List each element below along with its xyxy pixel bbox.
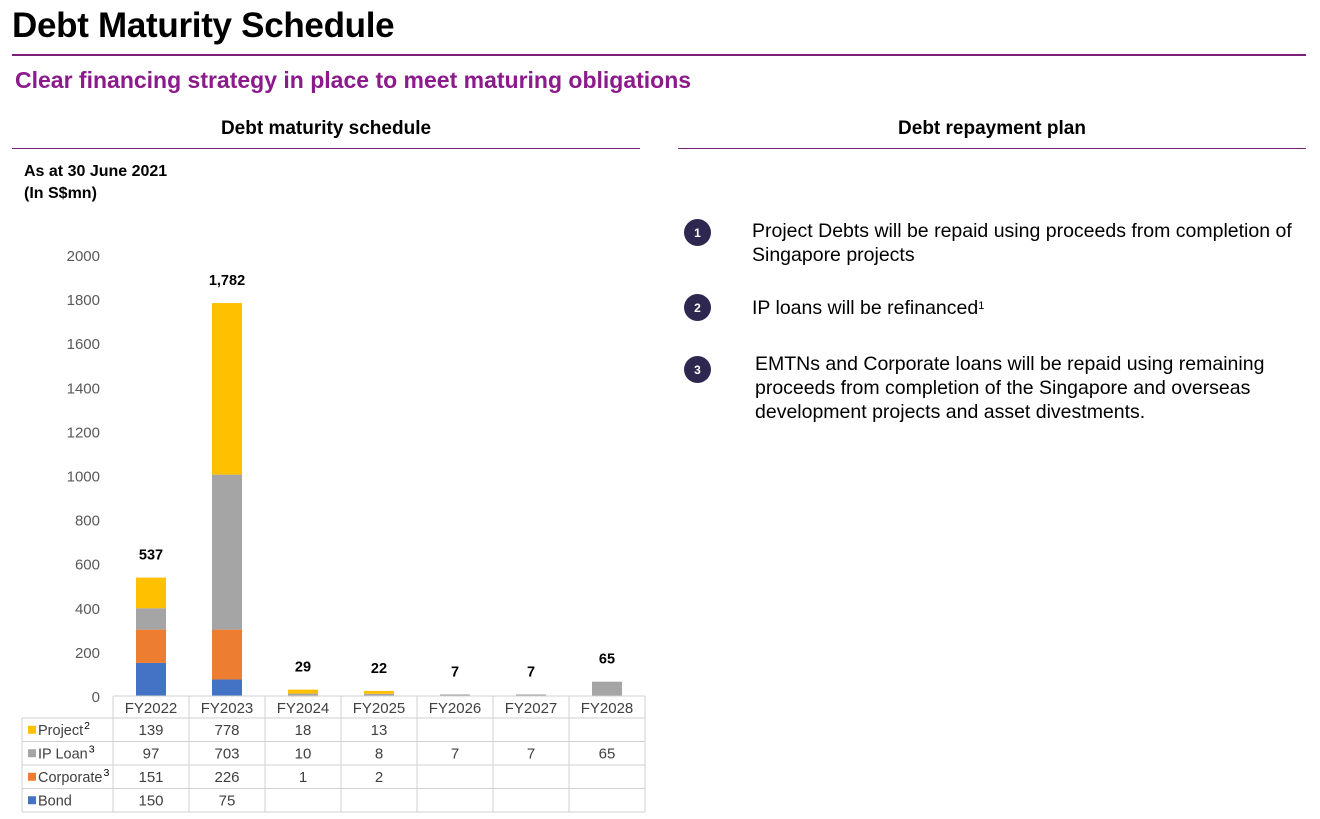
table-cell-value: 97 (143, 745, 160, 762)
repayment-step-3: 3 EMTNs and Corporate loans will be repa… (684, 353, 1309, 424)
debt-maturity-chart: 0 200 400 600 800 1000 1200 1400 1600 1800 2000 537… (21, 248, 646, 813)
bar-bond (136, 662, 166, 696)
table-cell-value: 7 (451, 745, 459, 762)
step-text-body: IP loans will be refinanced (752, 297, 979, 319)
right-section-heading: Debt repayment plan (898, 118, 1086, 139)
x-category-label: FY2027 (505, 700, 558, 717)
y-tick-label: 2000 (67, 248, 100, 265)
x-category-label: FY2026 (429, 700, 482, 717)
x-category-label: FY2024 (277, 700, 330, 717)
bar-bond (212, 679, 242, 696)
repayment-step-1: 1 Project Debts will be repaid using pro… (684, 219, 1309, 267)
step-number-badge: 1 (684, 219, 711, 246)
table-cell-value: 75 (219, 792, 236, 809)
y-tick-label: 0 (92, 689, 100, 706)
bar-total-label: 7 (527, 664, 535, 680)
table-cell-value: 151 (138, 769, 163, 786)
step-number-badge: 2 (684, 294, 711, 321)
table-cell-value: 226 (214, 769, 239, 786)
bar-ip-loan (592, 681, 622, 696)
legend-swatch-project (28, 725, 36, 734)
table-cell-value: 1 (299, 769, 307, 786)
y-tick-label: 200 (75, 645, 100, 662)
bar-ip-loan (516, 694, 546, 696)
unit-label: (In S$mn) (24, 185, 97, 202)
bar-ip-loan (364, 693, 394, 696)
y-tick-label: 1800 (67, 292, 100, 309)
bar-total-label: 537 (139, 548, 163, 564)
table-cell-value: 13 (371, 722, 388, 739)
legend-swatch-corporate (28, 772, 36, 781)
table-cell-value: 8 (375, 745, 383, 762)
bar-total-label: 22 (371, 661, 387, 677)
bar-project (364, 690, 394, 694)
right-section-divider (678, 148, 1306, 149)
legend-swatch-bond (28, 796, 36, 805)
chart-caption: As at 30 June 2021 (In S$mn) (24, 161, 167, 205)
legend-footnote-marker: 3 (89, 743, 95, 755)
legend-footnote-marker: 2 (84, 720, 90, 732)
x-category-label: FY2025 (353, 700, 406, 717)
legend-label-project: Project (38, 723, 83, 739)
repayment-step-2: 2 IP loans will be refinanced1 (684, 294, 1309, 321)
footnote-marker: 1 (978, 300, 985, 312)
bar-total-label: 7 (451, 664, 459, 680)
bar-corporate (212, 629, 242, 680)
table-cell-value: 18 (295, 722, 312, 739)
table-cell-value: 778 (214, 722, 239, 739)
legend-label-corporate: Corporate (38, 770, 102, 786)
y-tick-label: 400 (75, 601, 100, 618)
bar-project (288, 689, 318, 694)
bar-total-label: 65 (599, 652, 615, 668)
table-cell-value: 65 (599, 745, 616, 762)
step-number-badge: 3 (684, 356, 711, 383)
table-cell-value: 7 (527, 745, 535, 762)
bar-ip-loan (288, 693, 318, 696)
y-tick-label: 600 (75, 557, 100, 574)
bar-total-label: 1,782 (209, 273, 245, 289)
step-text: Project Debts will be repaid using proce… (752, 220, 1292, 266)
bar-project (212, 303, 242, 475)
y-tick-label: 800 (75, 513, 100, 530)
x-category-label: FY2028 (581, 700, 634, 717)
title-divider (12, 54, 1306, 56)
step-text: EMTNs and Corporate loans will be repaid… (755, 353, 1265, 423)
bar-ip-loan (136, 608, 166, 630)
y-tick-label: 1600 (67, 336, 100, 353)
page-subtitle: Clear financing strategy in place to mee… (15, 67, 692, 93)
page-title: Debt Maturity Schedule (12, 6, 395, 45)
table-cell-value: 2 (375, 769, 383, 786)
table-cell-value: 150 (138, 792, 163, 809)
bar-ip-loan (440, 694, 470, 696)
left-section-divider (12, 148, 640, 149)
legend-swatch-ip-loan (28, 749, 36, 758)
legend-label-ip-loan: IP Loan (38, 746, 88, 762)
left-section-heading: Debt maturity schedule (220, 118, 432, 139)
y-tick-label: 1000 (67, 469, 100, 486)
bar-ip-loan (212, 474, 242, 630)
legend-label-bond: Bond (38, 793, 72, 809)
as-of-date: As at 30 June 2021 (24, 163, 168, 180)
y-tick-label: 1200 (67, 424, 100, 441)
table-cell-value: 10 (295, 745, 312, 762)
bar-total-label: 29 (295, 660, 311, 676)
step-text: IP loans will be refinanced1 (752, 296, 984, 320)
bar-corporate (136, 629, 166, 663)
table-cell-value: 139 (138, 722, 163, 739)
y-tick-label: 1400 (67, 380, 100, 397)
table-cell-value: 703 (214, 745, 239, 762)
x-category-label: FY2023 (201, 700, 254, 717)
legend-footnote-marker: 3 (103, 767, 109, 779)
bar-project (136, 577, 166, 609)
x-category-label: FY2022 (125, 700, 178, 717)
